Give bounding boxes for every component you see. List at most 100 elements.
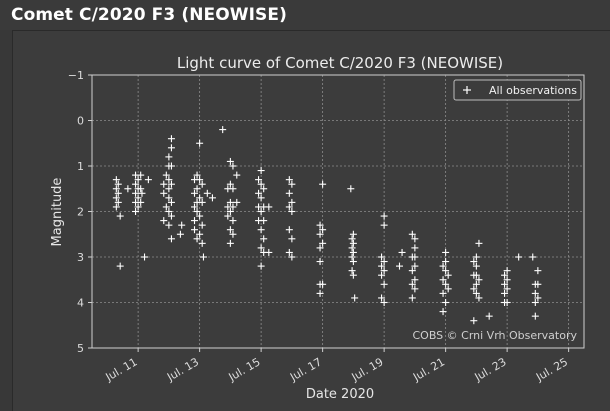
x-tick-label: Jul. 23 — [472, 355, 509, 384]
observation-point — [411, 253, 419, 261]
observation-point — [198, 221, 206, 229]
observation-point — [191, 189, 198, 197]
observation-point — [193, 235, 201, 243]
plot-area-frame — [91, 74, 585, 349]
observation-point — [442, 267, 450, 275]
observation-point — [134, 194, 142, 202]
observation-point — [257, 167, 265, 175]
observation-point — [226, 198, 234, 206]
observation-point — [408, 230, 416, 238]
observation-point — [198, 239, 206, 247]
observation-point — [444, 285, 452, 293]
observation-point — [351, 294, 359, 302]
observation-point — [398, 248, 406, 256]
observation-point — [472, 280, 480, 288]
observation-point — [285, 176, 293, 184]
observation-point — [265, 248, 273, 256]
y-axis-label: Magnitude — [50, 178, 65, 247]
observation-point — [229, 217, 237, 225]
observation-point — [162, 171, 170, 179]
chart-title: Light curve of Comet C/2020 F3 (NEOWISE) — [177, 54, 503, 72]
observation-point — [257, 208, 265, 215]
observation-point — [112, 185, 120, 193]
page-title: Comet C/2020 F3 (NEOWISE) — [11, 5, 287, 25]
observation-point — [193, 185, 201, 193]
observation-point — [137, 185, 145, 193]
observation-point — [132, 208, 140, 215]
observation-point — [349, 230, 357, 238]
observation-point — [529, 253, 537, 261]
x-tick-label: Jul. 17 — [287, 355, 324, 384]
observation-point — [442, 248, 450, 256]
observation-point — [257, 226, 265, 234]
y-tick-label: 2 — [77, 206, 84, 219]
observation-point — [472, 253, 480, 261]
observation-point — [380, 212, 388, 220]
observation-point — [257, 244, 265, 252]
observation-point — [165, 185, 173, 193]
observation-point — [472, 289, 480, 297]
observation-point — [475, 294, 483, 302]
observation-point — [319, 226, 327, 234]
observation-point — [442, 258, 450, 266]
observation-point — [193, 171, 201, 179]
observation-point — [349, 239, 357, 247]
y-axis-ticks: −1 0 1 2 3 4 5 — [68, 69, 92, 355]
observation-point — [257, 262, 265, 270]
observation-point — [316, 289, 324, 297]
observation-point — [199, 253, 207, 261]
observation-point — [191, 203, 198, 211]
observation-point — [229, 162, 237, 170]
x-axis-ticks: Jul. 11 Jul. 13 Jul. 15 Jul. 17 Jul. 19 Jul. … — [103, 348, 570, 384]
observation-point — [396, 262, 403, 270]
observation-point — [196, 139, 204, 147]
observation-point — [534, 267, 542, 275]
observation-point — [503, 276, 511, 284]
y-tick-label: 5 — [77, 342, 84, 355]
observation-point — [411, 262, 419, 270]
observation-point — [501, 271, 509, 279]
observation-point — [288, 208, 296, 215]
legend-label: All observations — [489, 84, 577, 97]
observation-point — [470, 285, 478, 293]
observation-point — [208, 194, 216, 202]
observation-point — [162, 203, 170, 211]
observation-point — [531, 312, 539, 320]
observation-point — [444, 271, 452, 279]
legend: All observations — [453, 79, 582, 101]
observation-point — [531, 289, 539, 297]
copyright-annotation: COBS © Crni Vrh Observatory — [412, 329, 577, 342]
observation-point — [442, 299, 450, 306]
observation-point — [485, 312, 493, 320]
observation-point — [408, 267, 416, 275]
observation-point — [226, 208, 234, 215]
observation-point — [378, 253, 386, 261]
observation-point — [380, 258, 388, 266]
observation-point — [160, 217, 168, 225]
observation-point — [503, 299, 511, 306]
y-tick-label: −1 — [68, 69, 84, 82]
y-tick-label: 3 — [77, 251, 84, 264]
observation-point — [348, 244, 356, 252]
x-tick-label: Jul. 13 — [164, 355, 201, 384]
observation-point — [439, 276, 447, 284]
observation-point — [196, 176, 204, 184]
observation-point — [472, 262, 480, 270]
observation-point — [534, 280, 542, 288]
observation-point — [226, 226, 234, 234]
observation-point — [255, 189, 263, 197]
observation-point — [165, 208, 173, 215]
observation-point — [219, 126, 227, 134]
x-tick-label: Jul. 15 — [226, 355, 263, 384]
observation-point — [167, 198, 175, 206]
observation-point — [380, 221, 388, 229]
observation-point — [475, 239, 483, 247]
observation-point — [160, 180, 168, 188]
observation-point — [348, 253, 356, 261]
observation-point — [167, 144, 175, 152]
observation-point — [316, 230, 324, 238]
observation-point — [198, 180, 206, 188]
observation-point — [501, 280, 509, 288]
observation-point — [191, 226, 198, 234]
observation-point — [114, 198, 122, 206]
